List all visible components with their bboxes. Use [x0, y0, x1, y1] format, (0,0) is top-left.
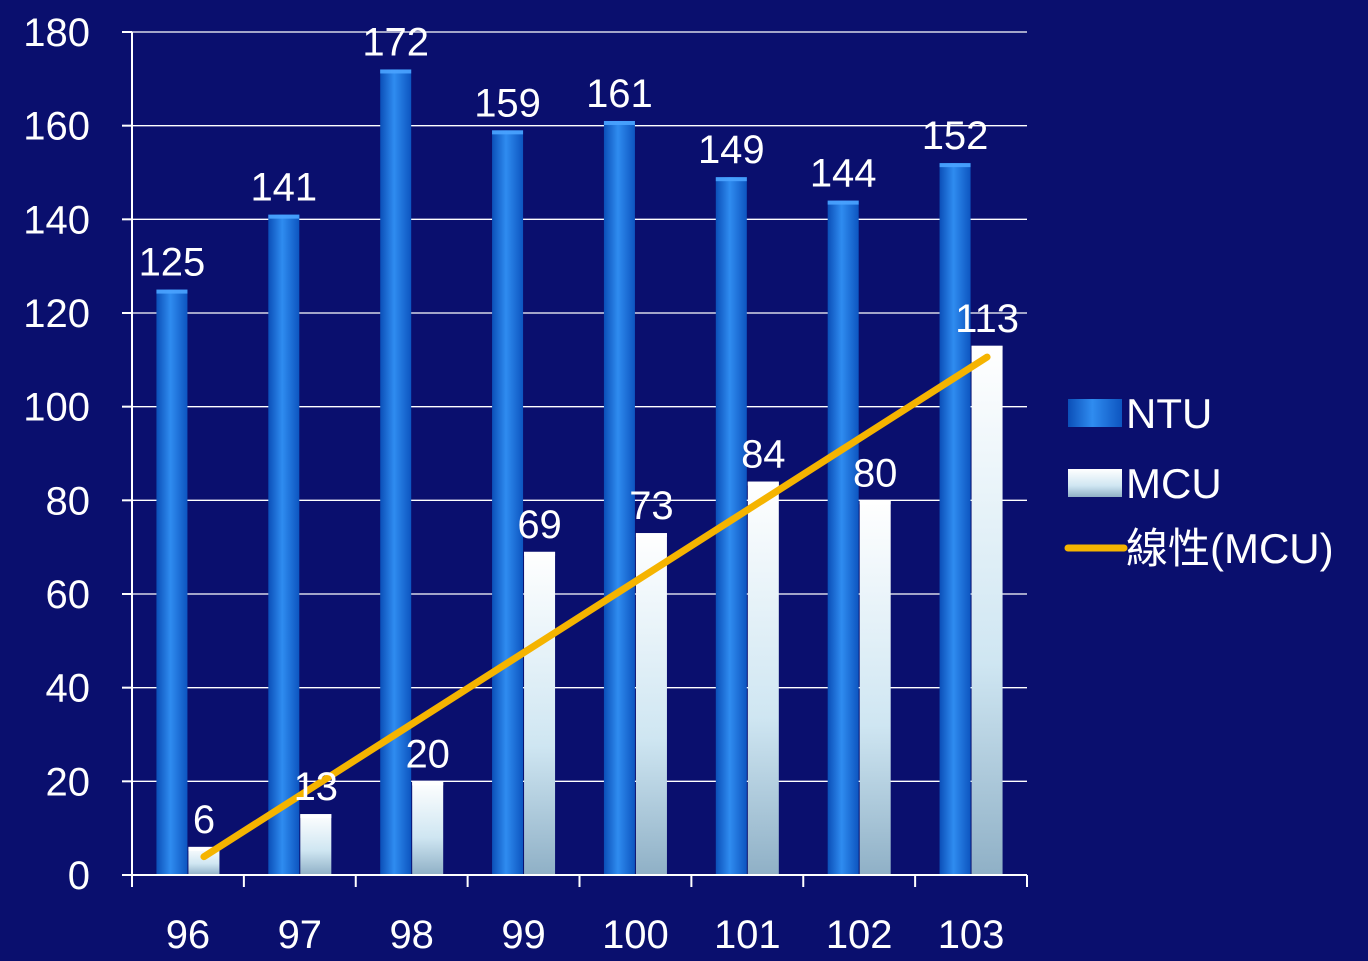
y-tick-label: 0: [68, 854, 90, 898]
x-tick-label: 103: [938, 913, 1005, 956]
x-tick-label: 100: [602, 913, 669, 956]
bar-ntu: [268, 214, 300, 875]
x-tick-label: 101: [714, 913, 781, 956]
bar-ntu-top: [380, 69, 412, 74]
bar-ntu-top: [603, 120, 635, 125]
bar-mcu-top: [412, 781, 444, 786]
y-tick-label: 80: [46, 479, 91, 523]
y-tick-label: 60: [46, 573, 91, 617]
bar-ntu-top: [715, 177, 747, 182]
bar-mcu-top: [188, 846, 220, 851]
data-label-ntu: 159: [474, 81, 541, 125]
bar-mcu-top: [971, 345, 1003, 350]
data-label-ntu: 149: [698, 128, 765, 172]
data-label-mcu: 73: [629, 484, 674, 528]
data-label-ntu: 141: [250, 166, 317, 210]
bar-mcu: [747, 481, 779, 875]
legend-mcu-label: MCU: [1126, 460, 1222, 507]
bar-mcu-top: [747, 481, 779, 486]
bar-mcu: [859, 500, 891, 875]
data-label-ntu: 125: [139, 241, 206, 285]
data-label-ntu: 161: [586, 72, 653, 116]
y-tick-label: 20: [46, 760, 91, 804]
x-tick-label: 96: [166, 913, 211, 956]
legend-mcu-swatch: [1068, 469, 1122, 497]
bar-mcu: [635, 533, 667, 875]
bar-ntu-top: [156, 289, 188, 294]
bar-ntu: [827, 200, 859, 876]
bar-mcu-top: [300, 814, 332, 819]
bar-ntu-top: [268, 214, 300, 219]
bar-mcu-top: [859, 500, 891, 505]
bar-mcu: [524, 551, 556, 875]
x-tick-label: 102: [826, 913, 893, 956]
bar-ntu-top: [492, 130, 524, 135]
legend-ntu-label: NTU: [1126, 390, 1212, 437]
data-label-ntu: 152: [922, 114, 989, 158]
bar-ntu: [492, 130, 524, 876]
bar-ntu-top: [827, 200, 859, 205]
data-label-ntu: 144: [810, 152, 877, 196]
data-label-mcu: 84: [741, 433, 786, 477]
bar-mcu-top: [635, 533, 667, 538]
y-tick-label: 160: [23, 105, 90, 149]
trendline-mcu: [200, 353, 991, 861]
bar-ntu: [603, 120, 635, 875]
data-label-mcu: 69: [517, 503, 562, 547]
data-label-mcu: 20: [405, 732, 450, 776]
legend-ntu-swatch: [1068, 399, 1122, 427]
bar-mcu: [412, 781, 444, 875]
data-label-mcu: 13: [294, 765, 339, 809]
bar-mcu-top: [524, 551, 556, 556]
y-tick-label: 120: [23, 292, 90, 336]
y-tick-label: 100: [23, 386, 90, 430]
data-label-mcu: 6: [193, 798, 215, 842]
y-tick-label: 40: [46, 667, 91, 711]
legend-trendline-label: 線性(MCU): [1126, 525, 1334, 572]
x-tick-label: 99: [501, 913, 546, 956]
bar-ntu: [156, 289, 188, 875]
bar-mcu: [300, 814, 332, 875]
x-tick-label: 97: [278, 913, 323, 956]
data-label-mcu: 113: [955, 297, 1019, 341]
data-label-mcu: 80: [853, 451, 898, 495]
x-tick-label: 98: [389, 913, 434, 956]
y-tick-label: 140: [23, 198, 90, 242]
data-label-ntu: 172: [362, 20, 429, 64]
bar-mcu: [971, 345, 1003, 875]
y-tick-label: 180: [23, 11, 90, 55]
bar-ntu: [939, 163, 971, 876]
bar-ntu-top: [939, 163, 971, 168]
